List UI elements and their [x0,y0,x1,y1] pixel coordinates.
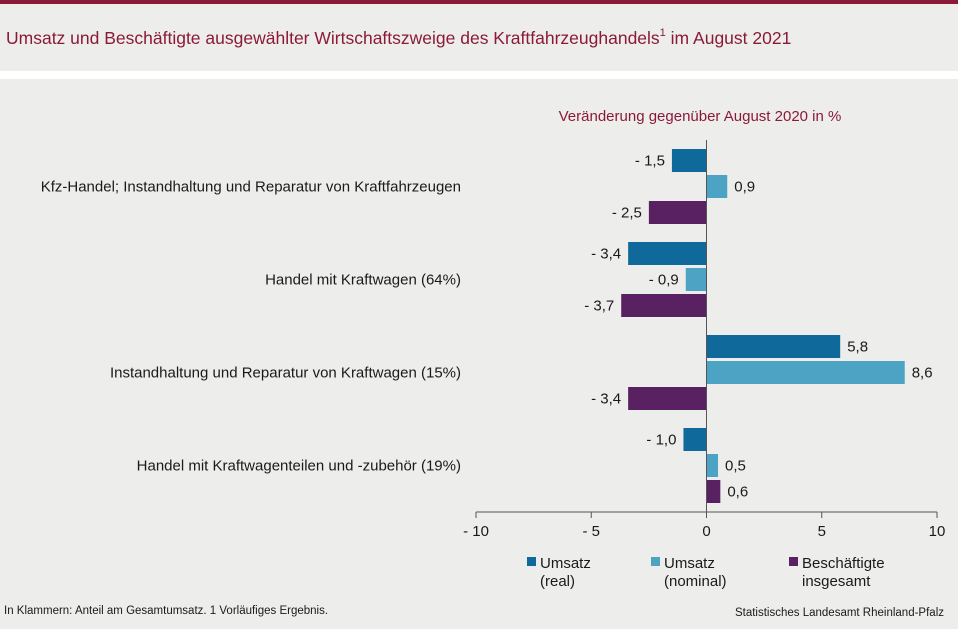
legend-label: Umsatz [540,555,591,572]
top-accent-bar [0,0,958,4]
legend-label: (real) [540,573,575,590]
title-footnote-mark: 1 [659,27,666,40]
data-label: 0,6 [727,484,748,501]
chart-subtitle: Veränderung gegenüber August 2020 in % [559,108,842,125]
legend-label: insgesamt [802,573,871,590]
header-gap [0,71,958,79]
bar [621,294,707,317]
legend-label: Beschäftigte [802,555,885,572]
legend-label: Umsatz [664,555,715,572]
category-label: Kfz-Handel; Instandhaltung und Reparatur… [41,179,461,196]
header: Umsatz und Beschäftigte ausgewählter Wir… [0,4,958,71]
bar [628,387,707,410]
data-label: - 2,5 [612,205,642,222]
x-tick-label: - 5 [582,523,600,540]
bar [706,335,841,358]
data-label: - 3,7 [584,298,614,315]
data-label: 8,6 [912,365,933,382]
page-title: Umsatz und Beschäftigte ausgewählter Wir… [6,27,792,49]
bar [685,268,707,291]
bar [706,480,721,503]
x-tick-label: 5 [818,523,826,540]
title-text: Umsatz und Beschäftigte ausgewählter Wir… [6,28,660,48]
category-label: Handel mit Kraftwagenteilen und -zubehör… [137,458,461,475]
bar [706,454,719,477]
data-label: 0,5 [725,458,746,475]
x-tick-label: 10 [929,523,946,540]
bar [648,201,707,224]
bar [683,428,707,451]
bar [628,242,707,265]
data-label: 5,8 [847,339,868,356]
x-tick-label: 0 [702,523,710,540]
category-label: Handel mit Kraftwagen (64%) [265,272,461,289]
data-label: - 1,5 [635,153,665,170]
data-label: - 3,4 [591,391,621,408]
category-label: Instandhaltung und Reparatur von Kraftwa… [110,365,461,382]
data-label: - 0,9 [649,272,679,289]
data-label: - 3,4 [591,246,621,263]
data-label: - 1,0 [646,432,676,449]
title-suffix: im August 2021 [670,28,792,48]
source-note: Statistisches Landesamt Rheinland-Pfalz [734,607,944,619]
bar [706,361,905,384]
bar [706,175,728,198]
x-tick-label: - 10 [463,523,489,540]
legend-swatch [527,557,536,566]
data-label: 0,9 [734,179,755,196]
legend-label: (nominal) [664,573,727,590]
legend-swatch [651,557,660,566]
legend-swatch [789,557,798,566]
footnote: In Klammern: Anteil am Gesamtumsatz. 1 V… [4,605,329,617]
bar [671,149,707,172]
